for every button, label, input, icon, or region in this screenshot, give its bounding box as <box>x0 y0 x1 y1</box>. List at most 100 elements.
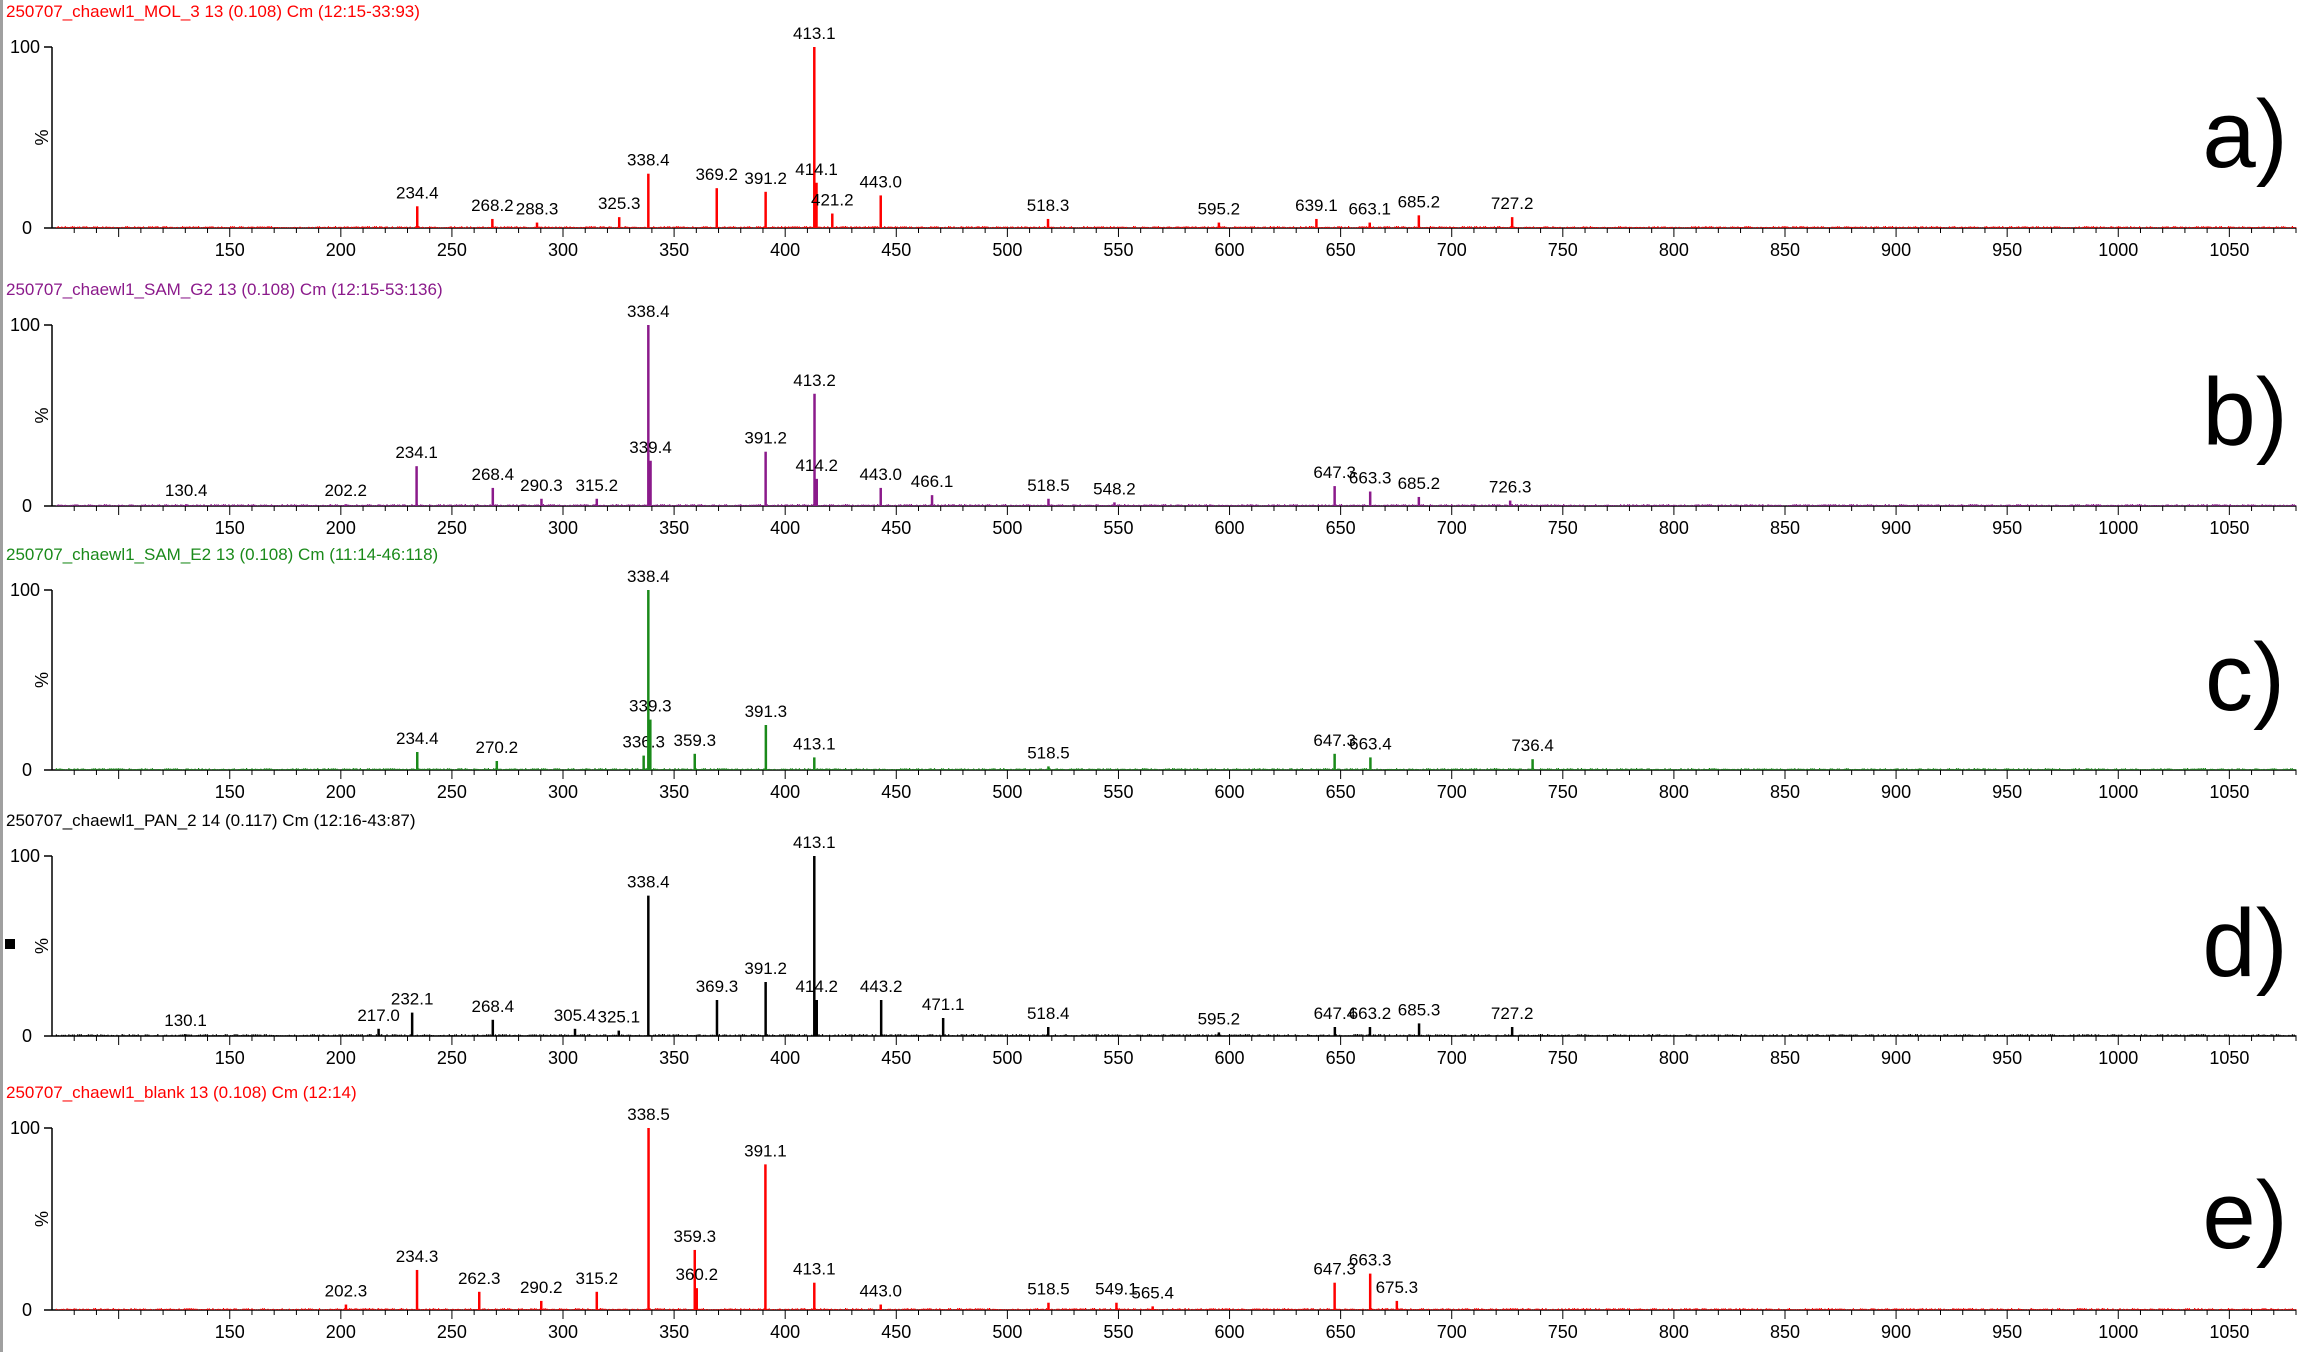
x-tick-label: 200 <box>326 240 356 260</box>
x-tick-label: 900 <box>1881 1322 1911 1342</box>
x-tick-label: 200 <box>326 518 356 538</box>
peak-label: 466.1 <box>911 472 954 491</box>
x-tick-label: 400 <box>770 1048 800 1068</box>
peak-label: 336.3 <box>622 733 665 752</box>
x-tick-label: 550 <box>1103 782 1133 802</box>
panel-letter: c) <box>2205 624 2285 731</box>
baseline-noise <box>55 1308 2297 1310</box>
peak-label: 518.3 <box>1027 196 1070 215</box>
x-tick-label: 1050 <box>2209 518 2249 538</box>
x-tick-label: 450 <box>881 1048 911 1068</box>
peak-label: 339.4 <box>629 438 672 457</box>
peak-label: 391.2 <box>744 959 787 978</box>
peak-label: 685.2 <box>1398 474 1441 493</box>
x-tick-label: 1000 <box>2098 518 2138 538</box>
x-tick-label: 450 <box>881 782 911 802</box>
x-tick-label: 300 <box>548 518 578 538</box>
peak-label: 595.2 <box>1198 1009 1241 1028</box>
spectrum-title: 250707_chaewl1_blank 13 (0.108) Cm (12:1… <box>6 1083 357 1102</box>
peak-label: 647.4 <box>1314 1004 1357 1023</box>
y-tick-label: 0 <box>22 218 32 238</box>
x-tick-label: 900 <box>1881 1048 1911 1068</box>
peak-label: 413.2 <box>793 371 836 390</box>
baseline-noise <box>55 504 2297 506</box>
spectrum-panel-4: 250707_chaewl1_PAN_2 14 (0.117) Cm (12:1… <box>6 811 2297 1068</box>
x-tick-label: 1000 <box>2098 240 2138 260</box>
y-tick-label: 100 <box>10 1118 40 1138</box>
x-tick-label: 450 <box>881 518 911 538</box>
x-tick-label: 900 <box>1881 240 1911 260</box>
x-tick-label: 800 <box>1659 518 1689 538</box>
x-tick-label: 800 <box>1659 782 1689 802</box>
x-tick-label: 700 <box>1437 1322 1467 1342</box>
x-tick-label: 350 <box>659 240 689 260</box>
spectrum-panel-2: 250707_chaewl1_SAM_G2 13 (0.108) Cm (12:… <box>6 280 2297 538</box>
peak-label: 647.3 <box>1313 463 1356 482</box>
x-tick-label: 750 <box>1548 782 1578 802</box>
x-tick-label: 900 <box>1881 782 1911 802</box>
y-axis-label: % <box>32 938 52 954</box>
x-tick-label: 600 <box>1215 1322 1245 1342</box>
x-tick-label: 1050 <box>2209 782 2249 802</box>
peak-label: 736.4 <box>1511 736 1554 755</box>
x-tick-label: 850 <box>1770 1048 1800 1068</box>
y-axis-label: % <box>32 1211 52 1227</box>
x-tick-label: 700 <box>1437 782 1467 802</box>
peak-label: 202.2 <box>324 481 367 500</box>
x-tick-label: 250 <box>437 518 467 538</box>
x-tick-label: 150 <box>215 518 245 538</box>
peak-label: 288.3 <box>516 200 559 219</box>
peak-label: 391.2 <box>744 429 787 448</box>
peak-label: 518.5 <box>1027 1280 1070 1299</box>
x-tick-label: 350 <box>659 782 689 802</box>
peak-label: 338.4 <box>627 151 670 170</box>
peak-label: 685.2 <box>1398 192 1441 211</box>
x-tick-label: 650 <box>1326 782 1356 802</box>
peak-label: 443.0 <box>859 1282 902 1301</box>
x-tick-label: 550 <box>1103 240 1133 260</box>
x-tick-label: 750 <box>1548 1048 1578 1068</box>
panel-letter: a) <box>2202 81 2287 188</box>
peak-label: 290.2 <box>520 1278 563 1297</box>
x-tick-label: 250 <box>437 1048 467 1068</box>
x-tick-label: 450 <box>881 1322 911 1342</box>
y-tick-label: 100 <box>10 846 40 866</box>
peak-label: 359.3 <box>673 731 716 750</box>
peak-label: 663.3 <box>1349 469 1392 488</box>
x-tick-label: 550 <box>1103 1322 1133 1342</box>
peak-label: 202.3 <box>325 1282 368 1301</box>
peak-label: 338.5 <box>627 1105 670 1124</box>
x-tick-label: 350 <box>659 1322 689 1342</box>
y-tick-label: 100 <box>10 580 40 600</box>
y-axis-label: % <box>32 672 52 688</box>
panel-letter: d) <box>2202 890 2287 997</box>
x-tick-label: 700 <box>1437 240 1467 260</box>
panel-letter: e) <box>2202 1162 2287 1269</box>
peak-label: 647.3 <box>1313 1260 1356 1279</box>
x-tick-label: 750 <box>1548 1322 1578 1342</box>
x-tick-label: 850 <box>1770 518 1800 538</box>
baseline-noise <box>55 226 2297 228</box>
panel-letter: b) <box>2202 359 2287 466</box>
spectrum-title: 250707_chaewl1_PAN_2 14 (0.117) Cm (12:1… <box>6 811 416 830</box>
x-tick-label: 900 <box>1881 518 1911 538</box>
x-tick-label: 700 <box>1437 1048 1467 1068</box>
x-tick-label: 500 <box>992 782 1022 802</box>
peak-label: 443.0 <box>859 172 902 191</box>
x-tick-label: 150 <box>215 782 245 802</box>
peak-label: 369.3 <box>696 977 739 996</box>
peak-label: 130.4 <box>165 481 208 500</box>
peak-label: 421.2 <box>811 191 854 210</box>
y-axis-label: % <box>32 407 52 423</box>
peak-label: 663.3 <box>1349 1251 1392 1270</box>
x-tick-label: 400 <box>770 1322 800 1342</box>
peak-label: 268.2 <box>471 196 514 215</box>
peak-label: 685.3 <box>1398 1000 1441 1019</box>
y-tick-label: 0 <box>22 1300 32 1320</box>
x-tick-label: 250 <box>437 1322 467 1342</box>
peak-label: 234.4 <box>396 729 439 748</box>
x-tick-label: 150 <box>215 1322 245 1342</box>
spectrum-panel-3: 250707_chaewl1_SAM_E2 13 (0.108) Cm (11:… <box>6 545 2297 802</box>
peak-label: 414.2 <box>795 456 838 475</box>
peak-label: 234.3 <box>396 1247 439 1266</box>
